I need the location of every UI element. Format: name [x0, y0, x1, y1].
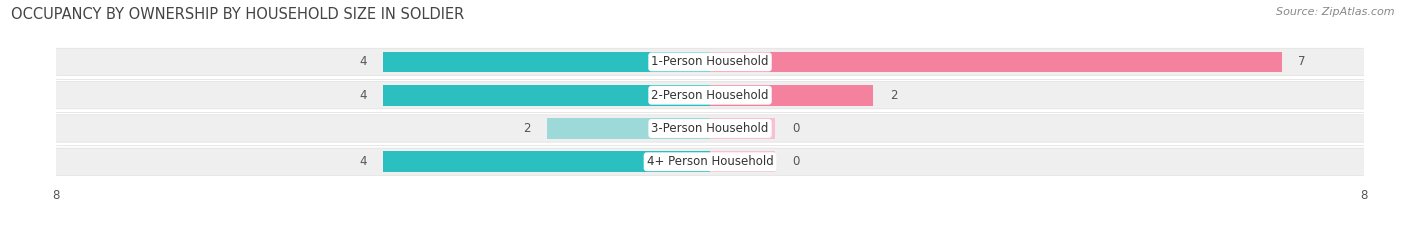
Text: 2-Person Household: 2-Person Household — [651, 89, 769, 102]
Text: 3-Person Household: 3-Person Household — [651, 122, 769, 135]
Bar — [710, 51, 1282, 72]
FancyBboxPatch shape — [53, 48, 1367, 75]
Text: Source: ZipAtlas.com: Source: ZipAtlas.com — [1277, 7, 1395, 17]
Text: 2: 2 — [890, 89, 897, 102]
Bar — [710, 118, 776, 139]
FancyBboxPatch shape — [53, 115, 1367, 142]
FancyBboxPatch shape — [53, 82, 1367, 109]
Text: 1-Person Household: 1-Person Household — [651, 55, 769, 69]
Bar — [382, 85, 710, 106]
Text: 0: 0 — [792, 122, 799, 135]
Bar — [382, 151, 710, 172]
Text: 4: 4 — [360, 155, 367, 168]
Bar — [710, 151, 776, 172]
Bar — [547, 118, 710, 139]
Text: 0: 0 — [792, 155, 799, 168]
FancyBboxPatch shape — [53, 148, 1367, 175]
Text: OCCUPANCY BY OWNERSHIP BY HOUSEHOLD SIZE IN SOLDIER: OCCUPANCY BY OWNERSHIP BY HOUSEHOLD SIZE… — [11, 7, 464, 22]
Text: 7: 7 — [1298, 55, 1306, 69]
Bar — [382, 51, 710, 72]
Text: 2: 2 — [523, 122, 530, 135]
Text: 4: 4 — [360, 89, 367, 102]
Text: 4: 4 — [360, 55, 367, 69]
Bar — [710, 85, 873, 106]
Text: 4+ Person Household: 4+ Person Household — [647, 155, 773, 168]
